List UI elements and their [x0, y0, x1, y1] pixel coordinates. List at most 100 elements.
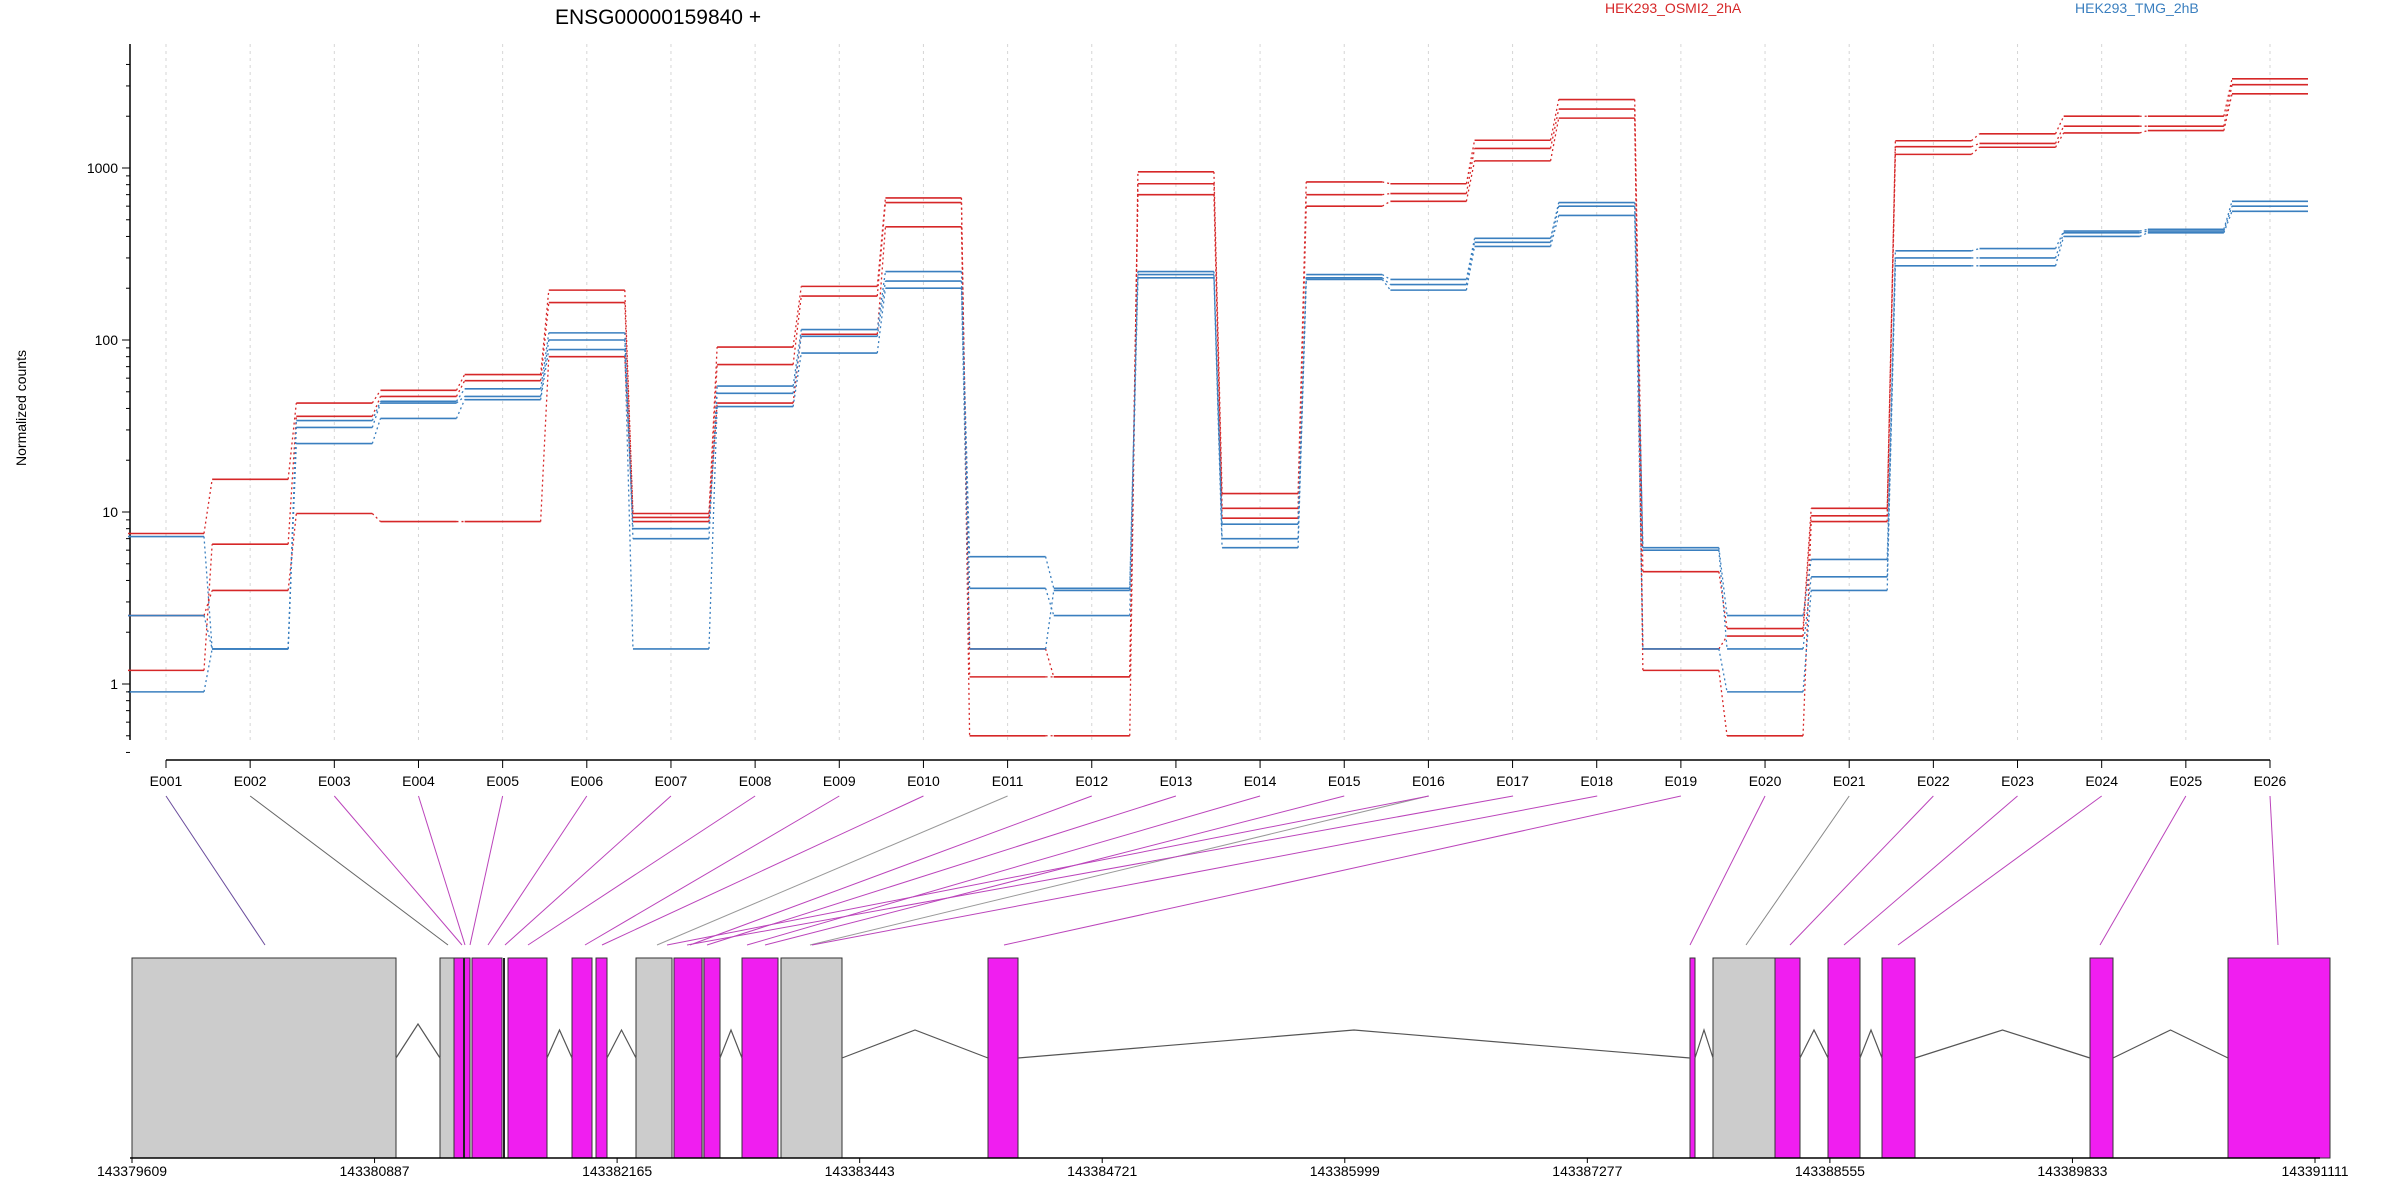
exon-connector: [249, 795, 449, 946]
series-connector: [2223, 201, 2233, 230]
genomic-tick-label: 143382165: [582, 1163, 652, 1179]
series-connector: [2139, 228, 2148, 232]
y-tick-label: 1000: [87, 160, 118, 176]
genomic-tick-label: 143383443: [825, 1163, 895, 1179]
exon-connector: [2269, 795, 2279, 946]
series-connector: [1297, 206, 1307, 519]
series-connector: [1886, 257, 1897, 577]
exon-block-counted: [1827, 957, 1861, 1159]
series-connector: [1549, 99, 1560, 141]
series-connector: [1718, 635, 1728, 650]
intron-line: [841, 1029, 989, 1059]
series-connector: [960, 281, 971, 589]
exon-connector: [601, 795, 924, 946]
exon-connector: [2099, 795, 2187, 946]
series-connector: [203, 648, 213, 692]
series-connector: [708, 364, 718, 518]
x-tick-label: E006: [570, 773, 603, 789]
exon-block-noncounted: [131, 957, 397, 1159]
series: [128, 78, 2308, 737]
series-connector: [1044, 556, 1055, 589]
series-connector: [371, 396, 382, 417]
series-connector: [624, 332, 634, 539]
y-tick-label: 100: [95, 332, 119, 348]
x-tick-label: E024: [2085, 773, 2118, 789]
x-tick-label: E018: [1580, 773, 1613, 789]
series-connector: [1718, 648, 1728, 692]
series-connector: [1886, 265, 1897, 591]
intron-line: [1799, 1028, 1829, 1059]
intron-line: [2112, 1029, 2229, 1059]
x-tick-label: E013: [1160, 773, 1193, 789]
exon-block-counted: [1689, 957, 1696, 1159]
series-connector: [287, 420, 297, 649]
x-tick-label: E019: [1665, 773, 1698, 789]
x-tick-label: E023: [2001, 773, 2034, 789]
series-connector: [1465, 242, 1476, 285]
series-connector: [2223, 205, 2233, 232]
series-connector: [1382, 192, 1391, 196]
series-connector: [539, 302, 550, 381]
series-connector: [792, 334, 802, 404]
x-tick-label: E009: [823, 773, 856, 789]
series-connector: [1044, 648, 1055, 678]
series-connector: [1634, 215, 1644, 649]
exon-connector: [656, 795, 1008, 946]
series-connector: [1549, 215, 1560, 247]
intron-line: [395, 1022, 441, 1059]
x-tick-label: E010: [907, 773, 940, 789]
series-connector: [1971, 142, 1980, 148]
series-connector: [1129, 277, 1139, 591]
exon-block-counted: [1774, 957, 1801, 1159]
genomic-tick-label: 143391111: [2282, 1163, 2349, 1179]
exon-block-counted: [703, 957, 721, 1159]
series: [128, 205, 2308, 650]
series-connector: [1044, 590, 1055, 649]
intron-line: [719, 1028, 743, 1059]
genomic-tick-label: 143379609: [97, 1163, 167, 1179]
exon-block-counted: [741, 957, 779, 1159]
series-connector: [2054, 236, 2065, 266]
series-connector: [455, 380, 466, 397]
x-tick-label: E020: [1749, 773, 1782, 789]
series-connector: [203, 536, 213, 649]
series-connector: [203, 615, 213, 650]
series-connector: [1044, 588, 1055, 616]
exon-ticks: E001 E002 E003 E004 E005 E006 E007 E008 E009 E010…: [150, 760, 2287, 789]
series-connector: [792, 352, 802, 407]
series-connector: [1465, 246, 1476, 291]
series-connector: [1129, 194, 1139, 677]
series-connector: [2223, 211, 2233, 234]
genomic-tick-label: 143380887: [340, 1163, 410, 1179]
exon-block-noncounted: [635, 957, 673, 1159]
series-connector: [1802, 515, 1812, 637]
genomic-tick-label: 143384721: [1067, 1163, 1137, 1179]
gene-model: [131, 957, 2331, 1159]
series-lines: [128, 78, 2308, 737]
series-connector: [1802, 590, 1812, 692]
series-connector: [2054, 230, 2065, 249]
series-connector: [371, 402, 382, 428]
series-connector: [1718, 550, 1728, 649]
x-tick-label: E001: [150, 773, 183, 789]
x-tick-label: E005: [486, 773, 519, 789]
exon-connector: [746, 795, 1261, 946]
x-tick-label: E026: [2254, 773, 2287, 789]
exon-block-counted: [987, 957, 1019, 1159]
x-tick-label: E004: [402, 773, 435, 789]
series-connector: [2054, 115, 2065, 135]
series-connector: [1886, 146, 1897, 516]
series-connector: [371, 401, 382, 421]
series-connector: [1886, 154, 1897, 522]
intron-line: [546, 1028, 573, 1059]
series-connector: [287, 513, 297, 591]
exon-connector: [1897, 795, 2102, 946]
series-connector: [1971, 247, 1980, 252]
exon-connector: [1789, 795, 1934, 946]
genomic-axis: 143379609 143380887 143382165 143383443 1433…: [97, 1157, 2349, 1179]
series-connector: [1970, 146, 1980, 155]
intron-line: [1694, 1028, 1714, 1059]
series-connector: [1886, 140, 1897, 509]
x-tick-label: E025: [2169, 773, 2202, 789]
series-connector: [1549, 108, 1560, 149]
